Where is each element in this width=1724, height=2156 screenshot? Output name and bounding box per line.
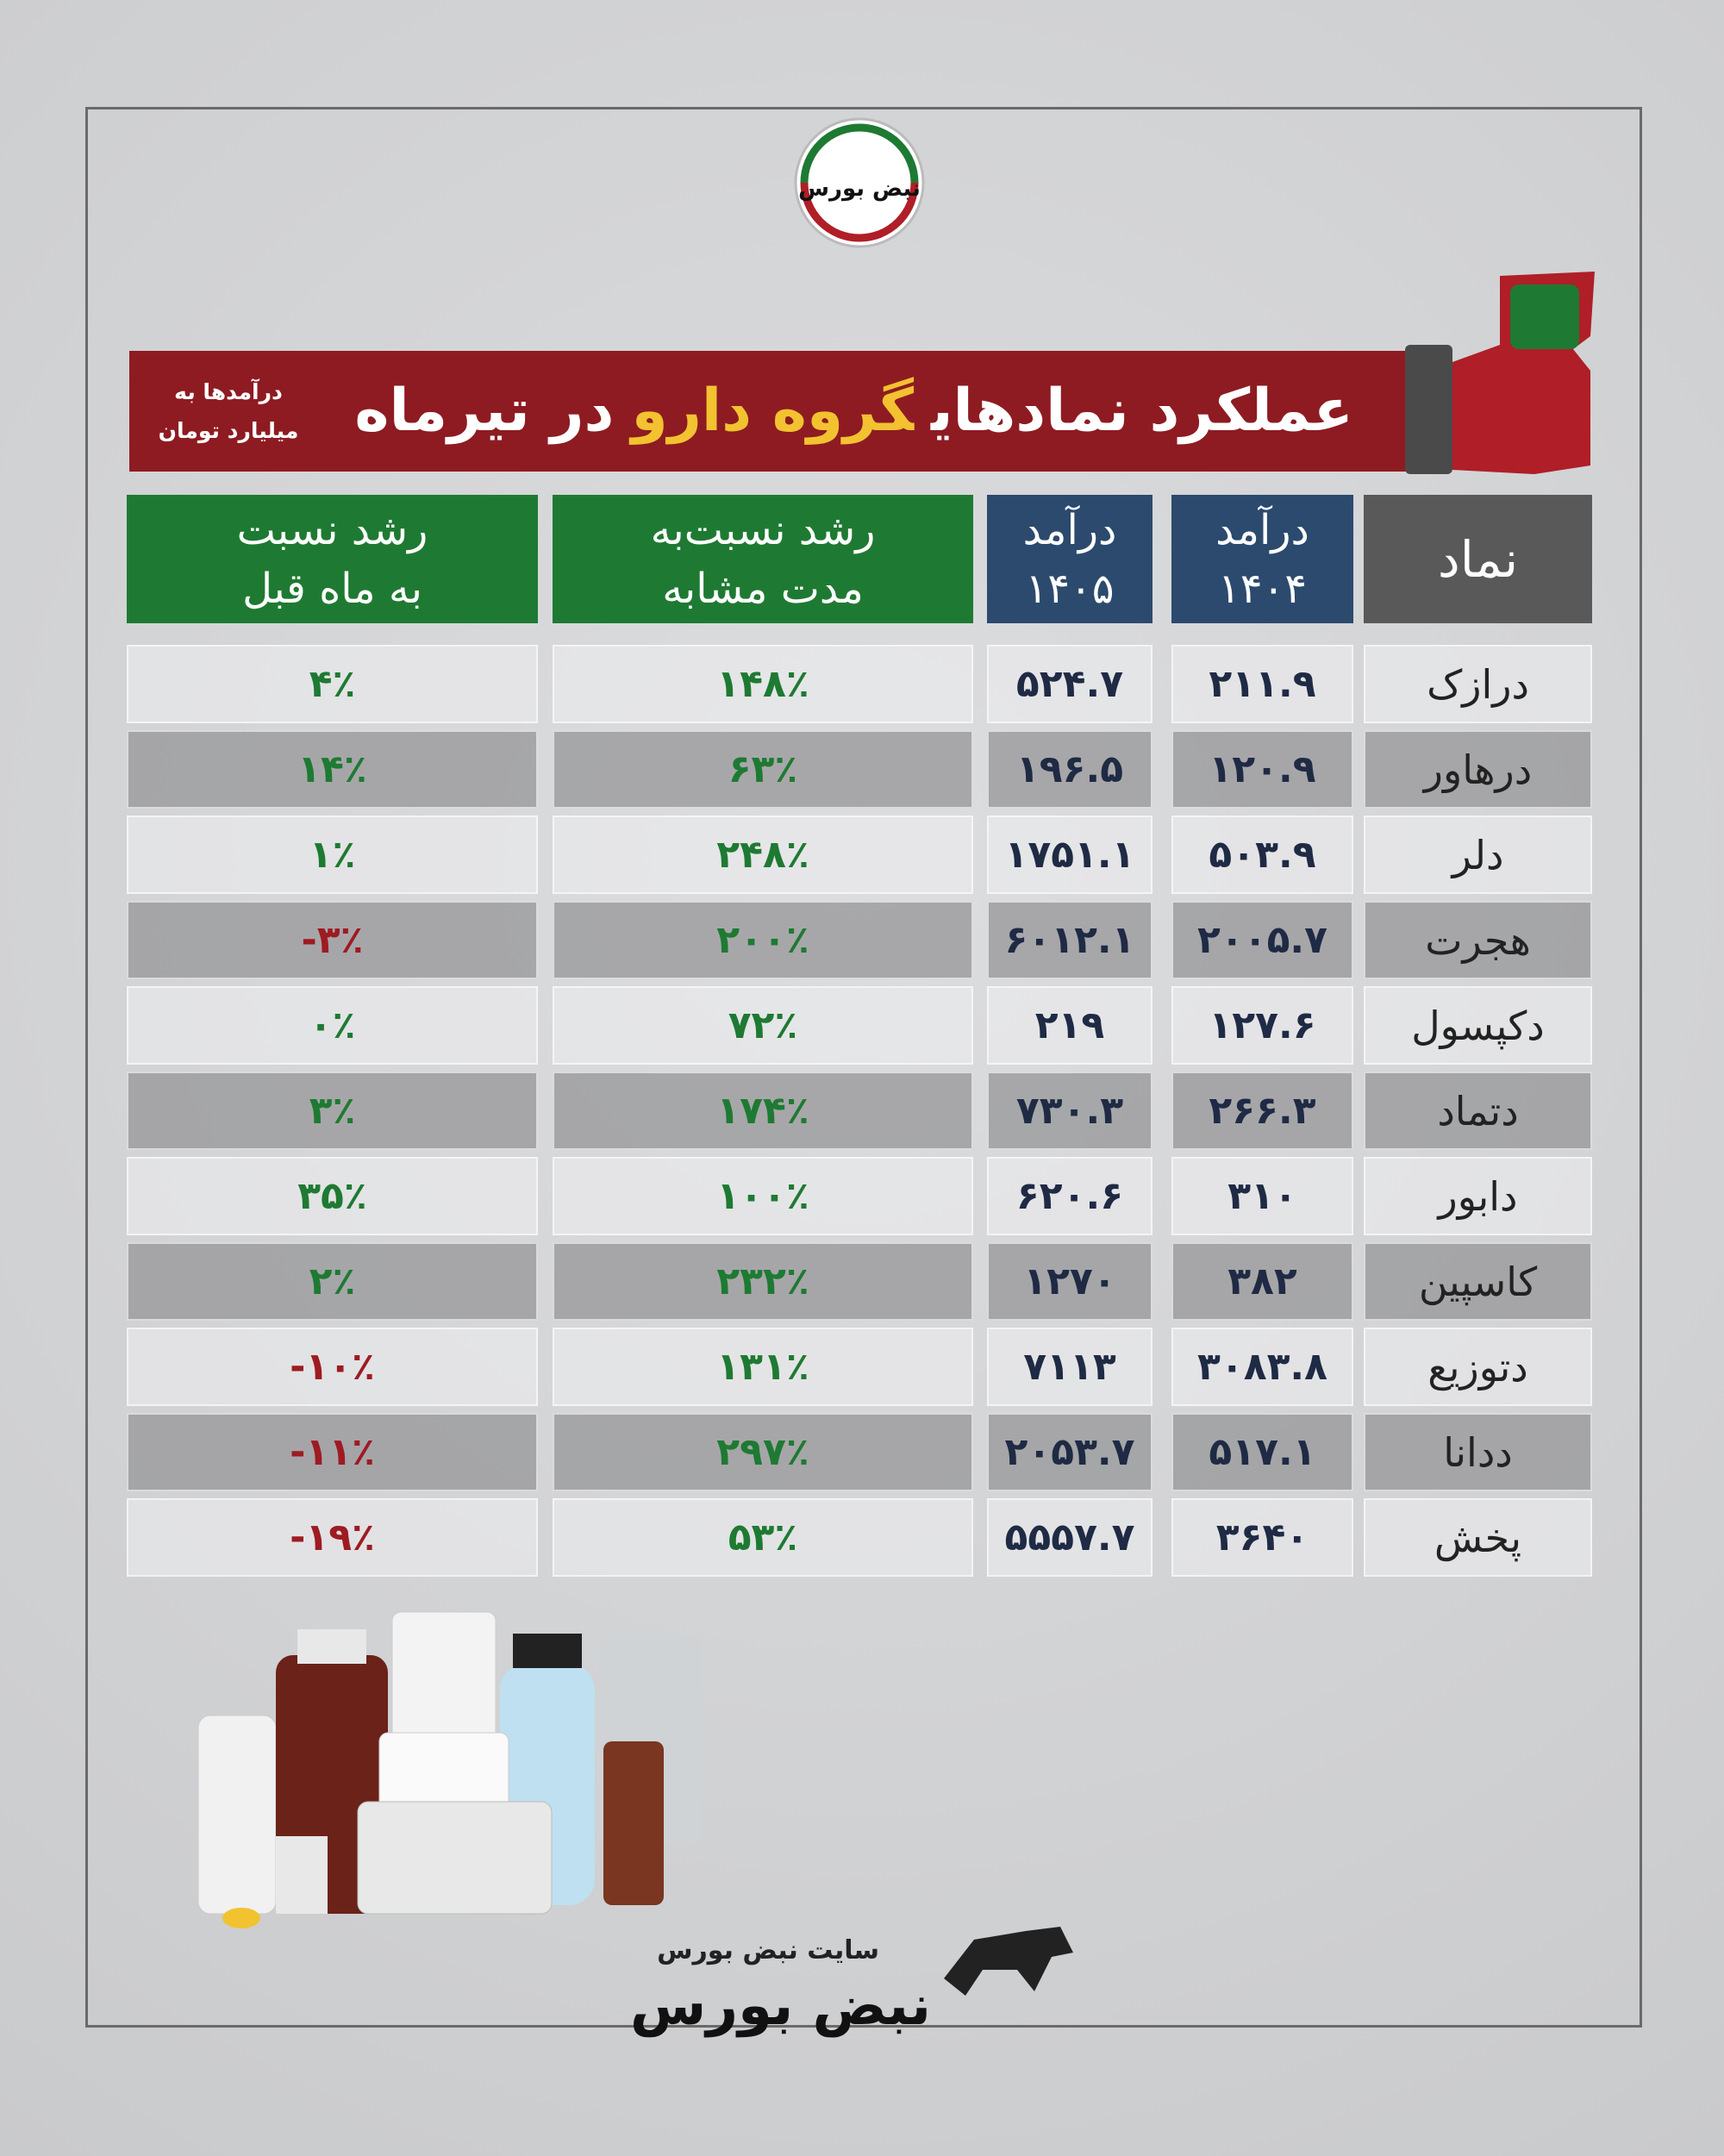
- table-cell: ۲٪: [127, 1242, 538, 1321]
- header-text: درآمد: [1215, 505, 1309, 554]
- table-cell: درازک: [1364, 645, 1592, 723]
- table-cell: ۷۱۱۳: [987, 1328, 1152, 1406]
- title-highlight: گروه دارو: [631, 377, 915, 445]
- table-cell: ۲۰۰٪: [553, 901, 973, 979]
- table-cell: ۵۱۷.۱: [1171, 1413, 1353, 1491]
- table-cell: ۲۹۷٪: [553, 1413, 973, 1491]
- table-cell: ۳٪: [127, 1072, 538, 1150]
- table-cell: ۵۰۳.۹: [1171, 816, 1353, 894]
- table-header: رشد نسبت‌به مدت مشابه: [553, 495, 973, 623]
- table-cell: ۱۲۷۰: [987, 1242, 1152, 1321]
- logo: نبض بورس: [794, 117, 925, 248]
- table-cell: ۰٪: [127, 986, 538, 1065]
- table-header: درآمد ۱۴۰۵: [987, 495, 1152, 623]
- unit-note-line: درآمدها به: [174, 379, 283, 404]
- table-cell: ۱۴۸٪: [553, 645, 973, 723]
- table-cell: -۱۹٪: [127, 1498, 538, 1577]
- table-header: رشد نسبت به ماه قبل: [127, 495, 538, 623]
- table-cell: ددانا: [1364, 1413, 1592, 1491]
- table-cell: دابور: [1364, 1157, 1592, 1235]
- table-cell: ۳۵٪: [127, 1157, 538, 1235]
- table-cell: -۳٪: [127, 901, 538, 979]
- table-header: درآمد ۱۴۰۴: [1171, 495, 1353, 623]
- table-cell: ۱۷۴٪: [553, 1072, 973, 1150]
- table-cell: ۷۳۰.۳: [987, 1072, 1152, 1150]
- table-cell: دتماد: [1364, 1072, 1592, 1150]
- footer-site: سایت نبض بورس: [657, 1935, 879, 1965]
- table-cell: کاسپین: [1364, 1242, 1592, 1321]
- table-cell: ۷۲٪: [553, 986, 973, 1065]
- table-cell: دکپسول: [1364, 986, 1592, 1065]
- table-cell: ۲۳۲٪: [553, 1242, 973, 1321]
- table-cell: ۱۲۰.۹: [1171, 730, 1353, 809]
- table-cell: ۱۹۶.۵: [987, 730, 1152, 809]
- header-text: به ماه قبل: [242, 564, 422, 613]
- table-cell: ۴٪: [127, 645, 538, 723]
- table-cell: ۵۵۵۷.۷: [987, 1498, 1152, 1577]
- table-cell: ۲۴۸٪: [553, 816, 973, 894]
- table-cell: ۶۳٪: [553, 730, 973, 809]
- header-text: رشد نسبت: [236, 505, 428, 554]
- table-cell: -۱۱٪: [127, 1413, 538, 1491]
- header-text: درآمد: [1022, 505, 1117, 554]
- title: عملکرد نمادهایگروه دارودر تیرماه: [346, 351, 1362, 472]
- header-text: ۱۴۰۵: [1025, 564, 1115, 613]
- title-part: عملکرد نمادهای: [931, 377, 1353, 445]
- table-cell: دتوزیع: [1364, 1328, 1592, 1406]
- table-cell: ۱٪: [127, 816, 538, 894]
- table-cell: ۲۱۹: [987, 986, 1152, 1065]
- table-cell: ۳۸۲: [1171, 1242, 1353, 1321]
- unit-note-line: میلیارد تومان: [158, 418, 299, 443]
- table-cell: درهاور: [1364, 730, 1592, 809]
- table-cell: ۳۱۰: [1171, 1157, 1353, 1235]
- header-text: مدت مشابه: [662, 564, 864, 613]
- table-cell: پخش: [1364, 1498, 1592, 1577]
- medicine-illustration: [197, 1611, 703, 1928]
- table-cell: ۳۶۴۰: [1171, 1498, 1353, 1577]
- table-header: نماد: [1364, 495, 1592, 623]
- logo-text: نبض بورس: [798, 176, 921, 202]
- table-cell: ۶۲۰.۶: [987, 1157, 1152, 1235]
- header-text: نماد: [1437, 529, 1519, 589]
- bull-icon: [944, 1927, 1073, 1996]
- table-cell: ۱۰۰٪: [553, 1157, 973, 1235]
- table-cell: ۱۴٪: [127, 730, 538, 809]
- table-cell: ۲۰۵۳.۷: [987, 1413, 1152, 1491]
- table-cell: دلر: [1364, 816, 1592, 894]
- header-text: ۱۴۰۴: [1217, 564, 1308, 613]
- table-cell: ۱۷۵۱.۱: [987, 816, 1152, 894]
- table-cell: ۳۰۸۳.۸: [1171, 1328, 1353, 1406]
- table-cell: هجرت: [1364, 901, 1592, 979]
- hand-icon: [1405, 272, 1595, 474]
- table-cell: ۱۳۱٪: [553, 1328, 973, 1406]
- footer-brand: نبض بورس: [629, 1974, 931, 2038]
- table-cell: ۶۰۱۲.۱: [987, 901, 1152, 979]
- table-cell: ۵۳٪: [553, 1498, 973, 1577]
- title-part: در تیرماه: [354, 377, 615, 445]
- table-cell: -۱۰٪: [127, 1328, 538, 1406]
- table-cell: ۲۱۱.۹: [1171, 645, 1353, 723]
- header-text: رشد نسبت‌به: [650, 505, 876, 554]
- frame: [85, 107, 1642, 2028]
- table-cell: ۲۰۰۵.۷: [1171, 901, 1353, 979]
- unit-note: درآمدها به میلیارد تومان: [155, 372, 302, 450]
- table-cell: ۱۲۷.۶: [1171, 986, 1353, 1065]
- table-cell: ۲۶۶.۳: [1171, 1072, 1353, 1150]
- title-banner: [129, 351, 1422, 472]
- table-cell: ۵۲۴.۷: [987, 645, 1152, 723]
